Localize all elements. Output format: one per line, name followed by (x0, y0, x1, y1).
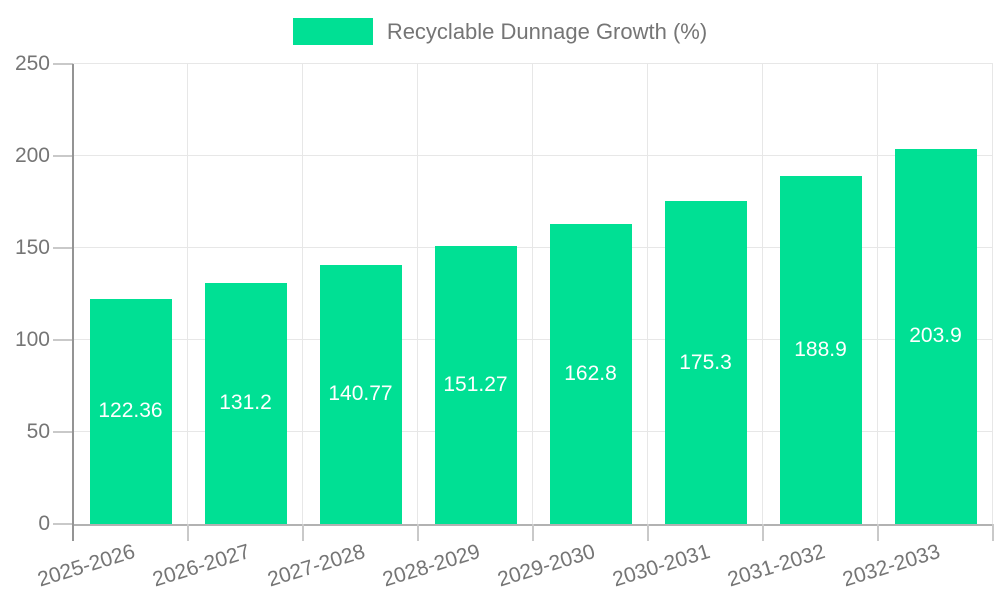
x-axis-tick (417, 524, 419, 541)
y-axis-tick-label: 50 (26, 420, 50, 443)
v-gridline (532, 64, 533, 524)
bar[interactable] (434, 245, 517, 524)
bar[interactable] (204, 282, 287, 524)
y-axis-tick (53, 339, 73, 341)
y-axis-tick-label: 0 (38, 512, 50, 535)
y-axis-tick-label: 200 (14, 144, 50, 167)
y-axis-line (72, 64, 74, 541)
v-gridline (877, 64, 878, 524)
x-axis-tick (302, 524, 304, 541)
v-gridline (762, 64, 763, 524)
bar[interactable] (894, 148, 977, 524)
v-gridline (992, 64, 993, 524)
y-axis-tick (53, 63, 73, 65)
y-axis-tick (53, 431, 73, 433)
x-axis-tick (187, 524, 189, 541)
bar[interactable] (549, 224, 632, 524)
y-axis-tick (53, 523, 73, 525)
h-gridline (73, 247, 993, 248)
bar[interactable] (664, 201, 747, 524)
bar[interactable] (319, 264, 402, 524)
y-axis-tick-label: 250 (14, 52, 50, 75)
h-gridline (73, 63, 993, 64)
x-axis-tick (647, 524, 649, 541)
h-gridline (73, 155, 993, 156)
x-axis-tick (532, 524, 534, 541)
y-axis-tick (53, 155, 73, 157)
h-gridline (73, 339, 993, 340)
legend-label: Recyclable Dunnage Growth (%) (386, 18, 708, 44)
h-gridline (73, 431, 993, 432)
v-gridline (647, 64, 648, 524)
y-axis-tick-label: 100 (14, 328, 50, 351)
x-axis-tick (992, 524, 994, 541)
x-axis-tick (762, 524, 764, 541)
y-axis-tick-label: 150 (14, 236, 50, 259)
x-axis-tick (877, 524, 879, 541)
bar[interactable] (89, 298, 172, 524)
v-gridline (417, 64, 418, 524)
v-gridline (187, 64, 188, 524)
chart-legend[interactable]: Recyclable Dunnage Growth (%) (0, 18, 1000, 45)
bar[interactable] (779, 176, 862, 524)
v-gridline (302, 64, 303, 524)
legend-swatch (292, 18, 373, 45)
y-axis-tick (53, 247, 73, 249)
